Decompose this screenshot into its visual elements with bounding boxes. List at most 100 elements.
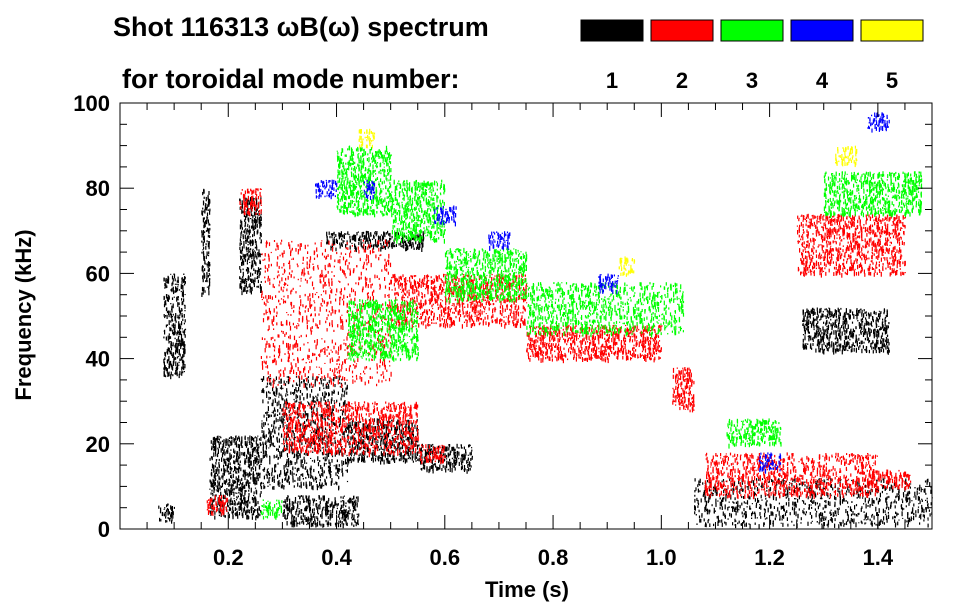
blob-pixel xyxy=(247,241,249,243)
blob-pixel xyxy=(437,445,440,449)
blob-pixel xyxy=(218,482,220,486)
blob-pixel xyxy=(760,494,762,499)
blob-pixel xyxy=(306,470,308,473)
blob-pixel xyxy=(171,287,173,293)
blob-pixel xyxy=(789,512,791,516)
blob-pixel xyxy=(766,517,768,520)
blob-pixel xyxy=(364,450,366,453)
blob-pixel xyxy=(293,472,295,475)
blob-pixel xyxy=(446,463,448,469)
blob-pixel xyxy=(321,473,323,476)
blob-pixel xyxy=(795,511,797,517)
blob-pixel xyxy=(826,331,828,333)
blob-pixel xyxy=(387,457,389,462)
blob-pixel xyxy=(241,492,243,496)
blob-pixel xyxy=(343,508,345,512)
blob-pixel xyxy=(283,485,285,487)
blob-pixel xyxy=(270,377,272,380)
blob-pixel xyxy=(447,461,449,465)
blob-pixel xyxy=(394,440,396,442)
blob-pixel xyxy=(217,500,219,506)
blob-pixel xyxy=(879,328,881,331)
blob-pixel xyxy=(239,507,242,511)
blob-pixel xyxy=(394,451,396,453)
blob-pixel xyxy=(243,495,245,500)
blob-pixel xyxy=(353,495,355,500)
blob-pixel xyxy=(891,501,893,504)
blob-pixel xyxy=(233,491,235,497)
blob-pixel xyxy=(256,449,258,451)
blob-pixel xyxy=(823,342,825,346)
blob-pixel xyxy=(894,519,896,523)
blob-pixel xyxy=(233,439,235,443)
blob-pixel xyxy=(900,504,903,510)
blob-pixel xyxy=(412,460,414,463)
blob-pixel xyxy=(207,228,210,233)
blob-pixel xyxy=(871,325,873,327)
blob-pixel xyxy=(166,324,168,326)
blob-pixel xyxy=(882,508,884,514)
blob-pixel xyxy=(449,451,451,456)
blob-pixel xyxy=(260,463,262,465)
blob-pixel xyxy=(408,430,410,433)
blob-pixel xyxy=(176,287,178,293)
blob-pixel xyxy=(237,451,239,457)
blob-pixel xyxy=(816,322,819,324)
blob-pixel xyxy=(893,482,895,486)
blob-pixel xyxy=(364,452,366,456)
blob-pixel xyxy=(287,479,289,483)
blob-pixel xyxy=(329,428,331,431)
blob-pixel xyxy=(209,278,211,280)
blob-pixel xyxy=(356,423,358,427)
blob-pixel xyxy=(240,219,242,224)
blob-pixel xyxy=(223,464,225,468)
blob-pixel xyxy=(430,444,432,447)
blob-pixel xyxy=(210,513,212,516)
blob-pixel xyxy=(249,229,251,234)
blob-pixel xyxy=(285,476,287,479)
blob-pixel xyxy=(923,519,925,522)
blob-pixel xyxy=(243,471,245,475)
blob-pixel xyxy=(858,346,860,350)
blob-pixel xyxy=(174,325,176,329)
blob-pixel xyxy=(286,381,288,383)
blob-pixel xyxy=(167,348,170,352)
blob-pixel xyxy=(895,495,897,499)
blob-pixel xyxy=(282,449,284,453)
blob-pixel xyxy=(312,398,314,403)
blob-pixel xyxy=(251,497,253,501)
blob-pixel xyxy=(253,461,255,467)
blob-pixel xyxy=(341,412,344,416)
blob-pixel xyxy=(858,482,860,488)
blob-pixel xyxy=(233,502,235,506)
blob-pixel xyxy=(222,472,224,478)
blob-pixel xyxy=(280,485,282,489)
blob-pixel xyxy=(170,313,172,316)
blob-pixel xyxy=(927,478,929,483)
blob-pixel xyxy=(345,514,347,520)
blob-pixel xyxy=(248,229,250,235)
blob xyxy=(239,196,262,296)
blob-pixel xyxy=(300,423,302,426)
blob-pixel xyxy=(881,323,884,329)
blob-pixel xyxy=(715,494,717,496)
blob-pixel xyxy=(274,464,276,468)
blob-pixel xyxy=(346,465,349,467)
blob-pixel xyxy=(236,503,238,506)
blob-pixel xyxy=(919,514,921,517)
blob-pixel xyxy=(233,487,235,491)
blob-pixel xyxy=(382,448,384,451)
blob-pixel xyxy=(274,470,277,473)
blob-pixel xyxy=(171,366,173,370)
blob-pixel xyxy=(219,477,221,481)
blob-pixel xyxy=(227,511,229,515)
blob-pixel xyxy=(430,465,433,469)
blob-pixel xyxy=(855,347,857,353)
blob-pixel xyxy=(455,462,457,466)
blob-pixel xyxy=(406,436,409,440)
blob-pixel xyxy=(257,448,259,453)
blob-pixel xyxy=(332,405,334,410)
blob-pixel xyxy=(846,343,848,347)
blob-pixel xyxy=(361,453,363,458)
blob-pixel xyxy=(407,437,409,442)
